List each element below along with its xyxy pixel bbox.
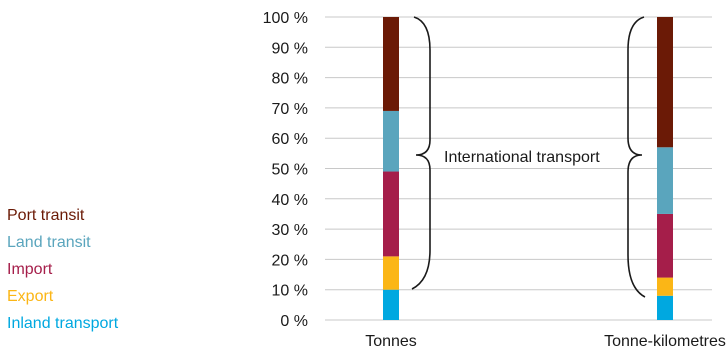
y-tick-label: 40 % [272,192,308,209]
y-tick-label: 20 % [272,252,308,269]
y-tick-label: 80 % [272,71,308,88]
annotation-group: International transport [411,16,646,298]
bar-segment [383,171,399,257]
category-label: Tonne-kilometres [604,333,726,350]
brace-left [411,16,431,290]
bar-segment [383,17,399,111]
legend-entry: Inland transport [7,315,119,332]
y-tick-label: 60 % [272,131,308,148]
legend-entry: Export [7,288,54,305]
y-tick-label: 0 % [280,313,308,330]
bar-segment [657,295,673,320]
category-label: Tonnes [365,333,417,350]
bar-segment [383,289,399,320]
legend-entry: Port transit [7,207,85,224]
y-tick-label: 90 % [272,40,308,57]
legend: Port transit Land transit Import Export Inla… [7,207,119,332]
bar-segment [657,277,673,296]
y-tick-label: 100 % [263,10,308,27]
y-tick-label: 10 % [272,283,308,300]
x-axis-categories: Tonnes Tonne-kilometres [365,333,726,350]
y-tick-label: 30 % [272,222,308,239]
international-transport-label: International transport [444,149,600,166]
bar-segment [657,213,673,278]
bars [383,17,673,320]
y-tick-label: 50 % [272,162,308,179]
bar-segment [383,256,399,290]
y-axis-ticks: 0 % 10 % 20 % 30 % 40 % 50 % 60 % 70 % 80 % 90 % 1… [263,10,308,330]
legend-entry: Land transit [7,234,91,251]
bar-segment [383,110,399,172]
y-tick-label: 70 % [272,101,308,118]
bar-segment [657,17,673,148]
bar-segment [657,147,673,214]
brace-right [627,16,646,298]
legend-entry: Import [7,261,53,278]
